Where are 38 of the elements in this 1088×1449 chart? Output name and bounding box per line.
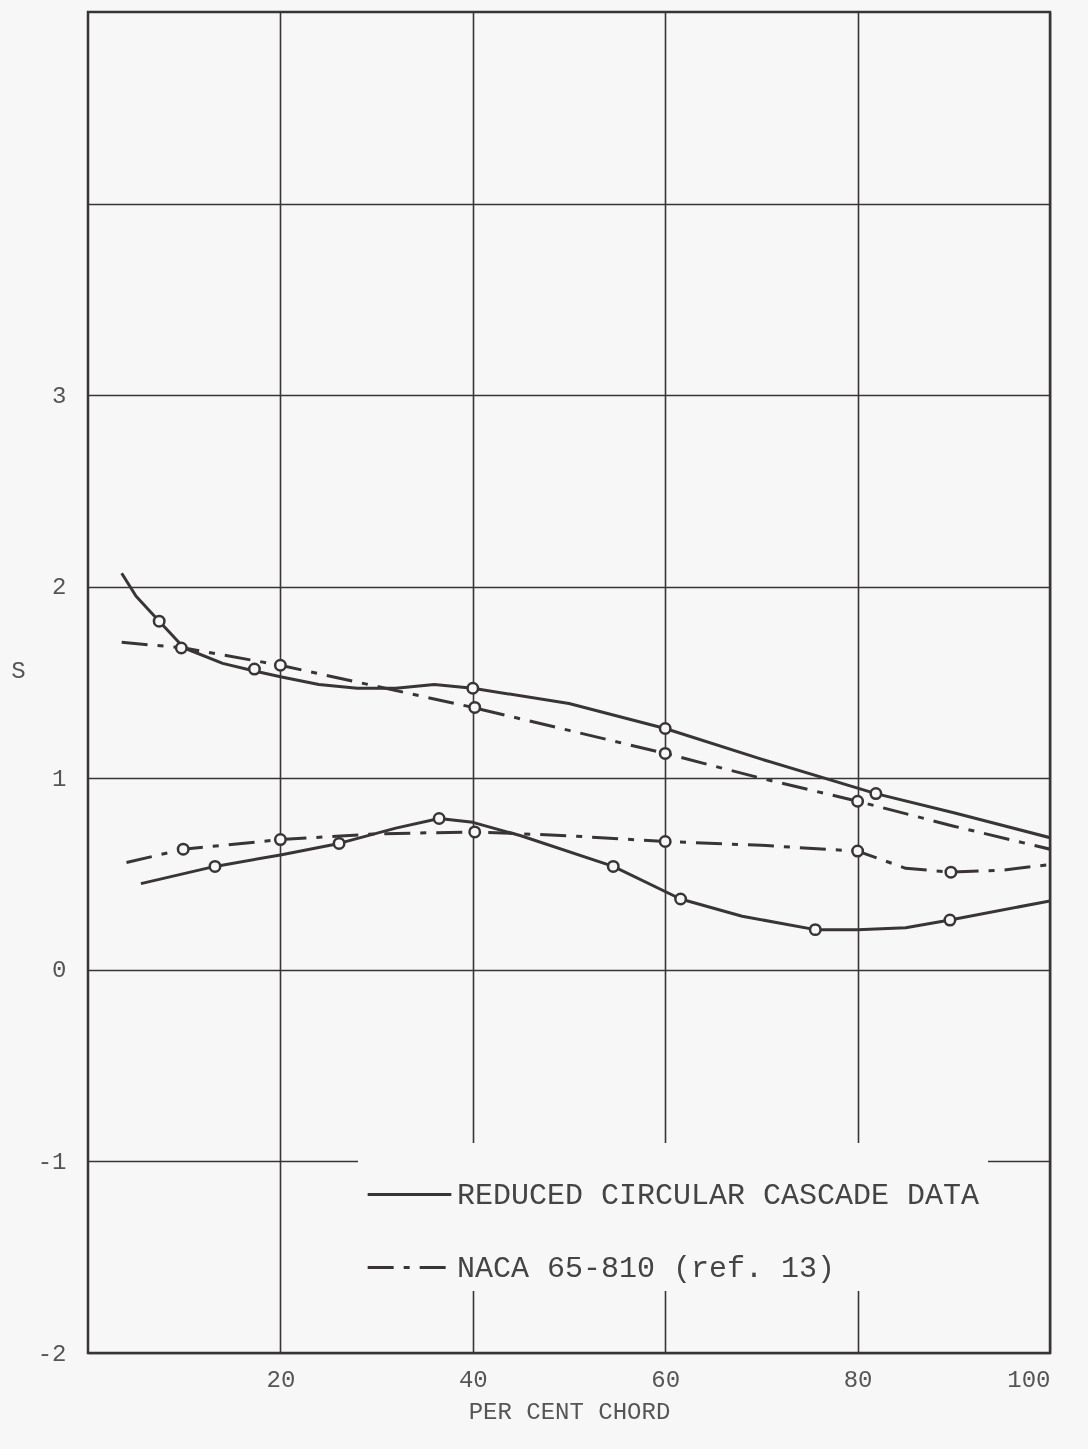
y-tick-label: -2 (37, 1340, 67, 1368)
legend-label: NACA 65-810 (ref. 13) (457, 1251, 836, 1286)
y-tick-label: 3 (52, 382, 67, 410)
x-tick-label: 20 (266, 1366, 296, 1394)
x-tick-label: 60 (651, 1366, 681, 1394)
y-tick-label: 2 (52, 574, 67, 602)
point (273, 833, 287, 847)
point (332, 836, 346, 850)
x-tick-label: 100 (1007, 1366, 1051, 1394)
point (174, 641, 188, 655)
point (674, 892, 688, 906)
point (869, 787, 883, 801)
point (944, 865, 958, 879)
point (208, 859, 222, 873)
point (152, 614, 166, 628)
x-tick-label: 80 (843, 1366, 873, 1394)
y-tick-label: -1 (37, 1148, 67, 1176)
point (851, 844, 865, 858)
point (943, 913, 957, 927)
x-axis-title: PER CENT CHORD (468, 1398, 671, 1426)
y-axis-title: S (11, 658, 26, 685)
point (466, 681, 480, 695)
y-tick-label: 0 (52, 957, 67, 985)
y-tick-label: 1 (52, 765, 67, 793)
point (658, 721, 672, 735)
point (658, 746, 672, 760)
legend-label: REDUCED CIRCULAR CASCADE DATA (457, 1178, 980, 1213)
point (851, 794, 865, 808)
point (432, 812, 446, 825)
point (247, 662, 261, 676)
point (273, 658, 287, 672)
point (808, 923, 822, 937)
point (176, 842, 190, 856)
point (606, 859, 620, 873)
x-tick-label: 40 (458, 1366, 488, 1394)
point (468, 825, 482, 839)
point (468, 700, 482, 714)
point (658, 835, 672, 848)
